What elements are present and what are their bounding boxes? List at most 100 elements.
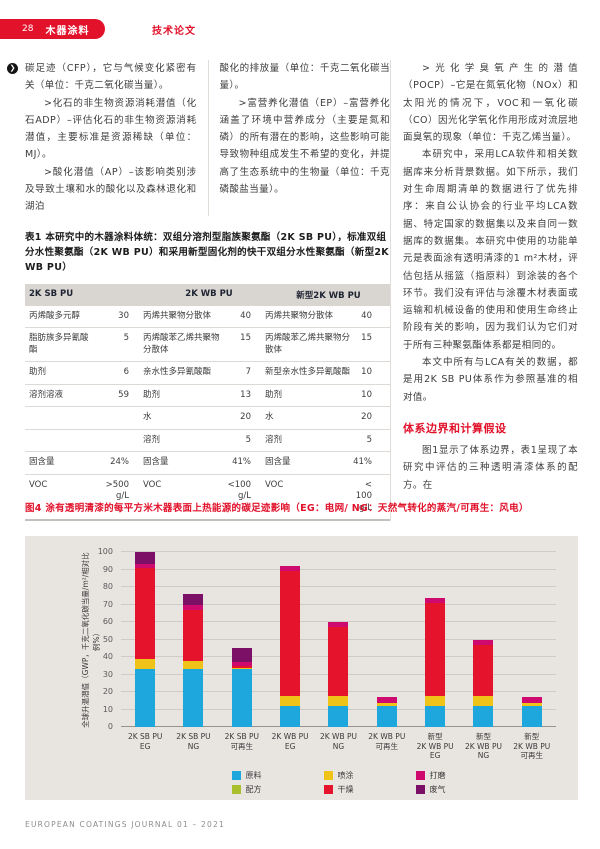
- bar-segment: [328, 627, 349, 696]
- table-row: 助剂 6 亲水性多异氰酸酯 7 新型亲水性多异氰酸酯 10: [25, 362, 390, 385]
- chart-legend: 原料 喷涂 打磨配方 干燥 废气: [121, 770, 556, 795]
- bar-segment: [425, 706, 446, 727]
- table-cell-name: 丙烯酸多元醇: [29, 310, 81, 321]
- y-tick-label: 80: [102, 582, 113, 591]
- x-axis-label: 2K SB PU 可再生: [224, 732, 260, 751]
- table-cell-value: 13: [240, 389, 251, 400]
- column-1-paras: >化石的非生物资源消耗潜值（化石ADP）–评估化石的非生物资源消耗潜值，主要标准…: [25, 95, 197, 216]
- table-row: VOC >500 g/L VOC <100 g/L VOC < 100 g/L: [25, 475, 390, 520]
- table-header-row: 2K SB PU 2K WB PU 新型2K WB PU: [25, 283, 390, 306]
- legend-swatch-icon: [231, 784, 241, 794]
- gridline: [121, 586, 556, 587]
- paragraph: >富营养化潜值（EP）–富营养化涵盖了环境中营养成分（主要是氮和磷）的所有潜在的…: [219, 97, 390, 196]
- y-tick-label: 40: [102, 652, 113, 661]
- y-tick-label: 50: [102, 634, 113, 644]
- y-tick-label: 100: [97, 547, 113, 556]
- table-cell-value: 40: [361, 310, 372, 321]
- x-axis-label: 2K WB PU NG: [319, 732, 357, 751]
- bar-segment: [135, 669, 156, 727]
- table-cell-value: 41%: [353, 457, 372, 468]
- figure-chart: 全球升温潜值（GWP，千克二氧化碳当量/m²/相对比例%） 0 10 20 30 40 5…: [25, 536, 578, 800]
- table-cell-name: VOC: [143, 479, 162, 490]
- stacked-bar: [135, 552, 156, 727]
- table-cell-name: VOC: [265, 479, 284, 490]
- table-cell-value: 20: [240, 412, 251, 423]
- bar-segment: [183, 669, 204, 727]
- table-row: 脂肪族多异氰酸酯 5 丙烯酸苯乙烯共聚物分散体 15 丙烯酸苯乙烯共聚物分散体 15: [25, 328, 390, 363]
- table-cell-value: 20: [361, 412, 372, 423]
- bar-segment: [135, 567, 156, 659]
- table-row: 丙烯酸多元醇 30 丙烯共聚物分散体 40 丙烯共聚物分散体 40: [25, 306, 390, 329]
- article-body: 碳足迹（CFP），它与气候变化紧密有关（单位：千克二氧化碳当量）。 >化石的非生…: [7, 60, 578, 522]
- bar-slot: [363, 552, 411, 727]
- bar-segment: [280, 566, 301, 572]
- column-3-paras-after: 图1显示了体系边界，表1呈现了本研究中评估的三种透明清漆体系的配方。在: [403, 442, 578, 494]
- bar-slot: [169, 552, 217, 727]
- paragraph: 图1显示了体系边界，表1呈现了本研究中评估的三种透明清漆体系的配方。在: [403, 444, 578, 491]
- table-cell-value: 10: [361, 367, 372, 378]
- table-cell-value: 40: [240, 310, 251, 321]
- table-cell-name: 新型亲水性多异氰酸酯: [265, 367, 351, 378]
- stacked-bar: [280, 566, 301, 727]
- legend-item: 配方: [231, 784, 262, 795]
- bar-slot: [459, 552, 507, 727]
- y-tick-label: 0: [107, 722, 113, 731]
- legend-label: 废气: [429, 784, 446, 794]
- legend-swatch-icon: [323, 784, 333, 794]
- bar-slot: [508, 552, 556, 727]
- table-title: 表1 本研究中的木器涂料体统：双组分溶剂型脂族聚氨酯（2K SB PU），标准双…: [25, 231, 389, 273]
- x-axis-label: 新型 2K WB PU EG: [416, 732, 454, 760]
- legend-label: 喷涂: [337, 770, 354, 780]
- table-cell-value: <100 g/L: [227, 479, 251, 502]
- paragraph: 本研究中，采用LCA软件和相关数据库来分析背景数据。如下所示，我们对生命周期清单…: [403, 149, 578, 351]
- table-header-cell: 2K WB PU: [185, 288, 233, 299]
- legend-item: 打磨: [415, 770, 446, 781]
- stacked-bar: [183, 594, 204, 727]
- bar-segment: [425, 695, 446, 706]
- gridline: [121, 621, 556, 622]
- bar-segment: [328, 695, 349, 706]
- doc-type-label: 技术论文: [152, 26, 196, 37]
- bar-segment: [521, 706, 542, 727]
- bar-segment: [231, 665, 252, 668]
- page-number: 28: [22, 24, 34, 34]
- stacked-bar: [473, 639, 494, 727]
- list-bullet-icon: [7, 63, 18, 74]
- legend-item: 原料: [231, 770, 262, 781]
- legend-label: 干燥: [337, 784, 354, 794]
- table-cell-value: 15: [240, 333, 251, 344]
- bars: [121, 552, 556, 727]
- table-cell-value: 5: [366, 434, 372, 445]
- table-body: 丙烯酸多元醇 30 丙烯共聚物分散体 40 丙烯共聚物分散体 40 脂肪族多异氰酸酯 5 丙烯酸…: [25, 306, 390, 520]
- bar-segment: [135, 552, 156, 565]
- table-cell-value: 5: [245, 434, 251, 445]
- table-row: 溶剂 5 溶剂 5: [25, 430, 390, 453]
- table-cell-value: 15: [361, 333, 372, 344]
- bar-segment: [425, 602, 446, 696]
- table-cell-value: 6: [123, 367, 129, 378]
- table-row: 溶剂溶液 59 助剂 13 助剂 10: [25, 385, 390, 408]
- table-cell-value: 7: [245, 367, 251, 378]
- table-cell-value: 10: [361, 389, 372, 400]
- table-row: 固含量 24% 固含量 41% 固含量 41%: [25, 452, 390, 475]
- bar-segment: [328, 706, 349, 727]
- table-cell-name: VOC: [29, 479, 48, 490]
- bar-segment: [376, 706, 397, 727]
- table-header-cell: 新型2K WB PU: [296, 290, 361, 301]
- table-cell-name: 亲水性多异氰酸酯: [143, 367, 212, 378]
- table-cell-value: 24%: [110, 457, 129, 468]
- table-cell-name: 固含量: [143, 457, 169, 468]
- bar-segment: [280, 571, 301, 696]
- table-cell-name: 助剂: [265, 389, 283, 400]
- y-tick-label: 60: [102, 617, 113, 626]
- bar-slot: [411, 552, 459, 727]
- x-axis-label: 2K SB PU NG: [176, 732, 211, 751]
- bar-segment: [231, 667, 252, 670]
- table-cell-name: 固含量: [29, 457, 55, 468]
- legend-swatch-icon: [323, 770, 333, 780]
- paragraph: >酸化潜值（AP）–该影响类别涉及导致土壤和水的酸化以及森林退化和湖泊: [25, 166, 197, 213]
- table-cell-name: 丙烯酸苯乙烯共聚物分散体: [265, 333, 351, 355]
- table-cell-name: 水: [143, 412, 152, 423]
- bar-segment: [135, 658, 156, 670]
- bar-segment: [425, 597, 446, 603]
